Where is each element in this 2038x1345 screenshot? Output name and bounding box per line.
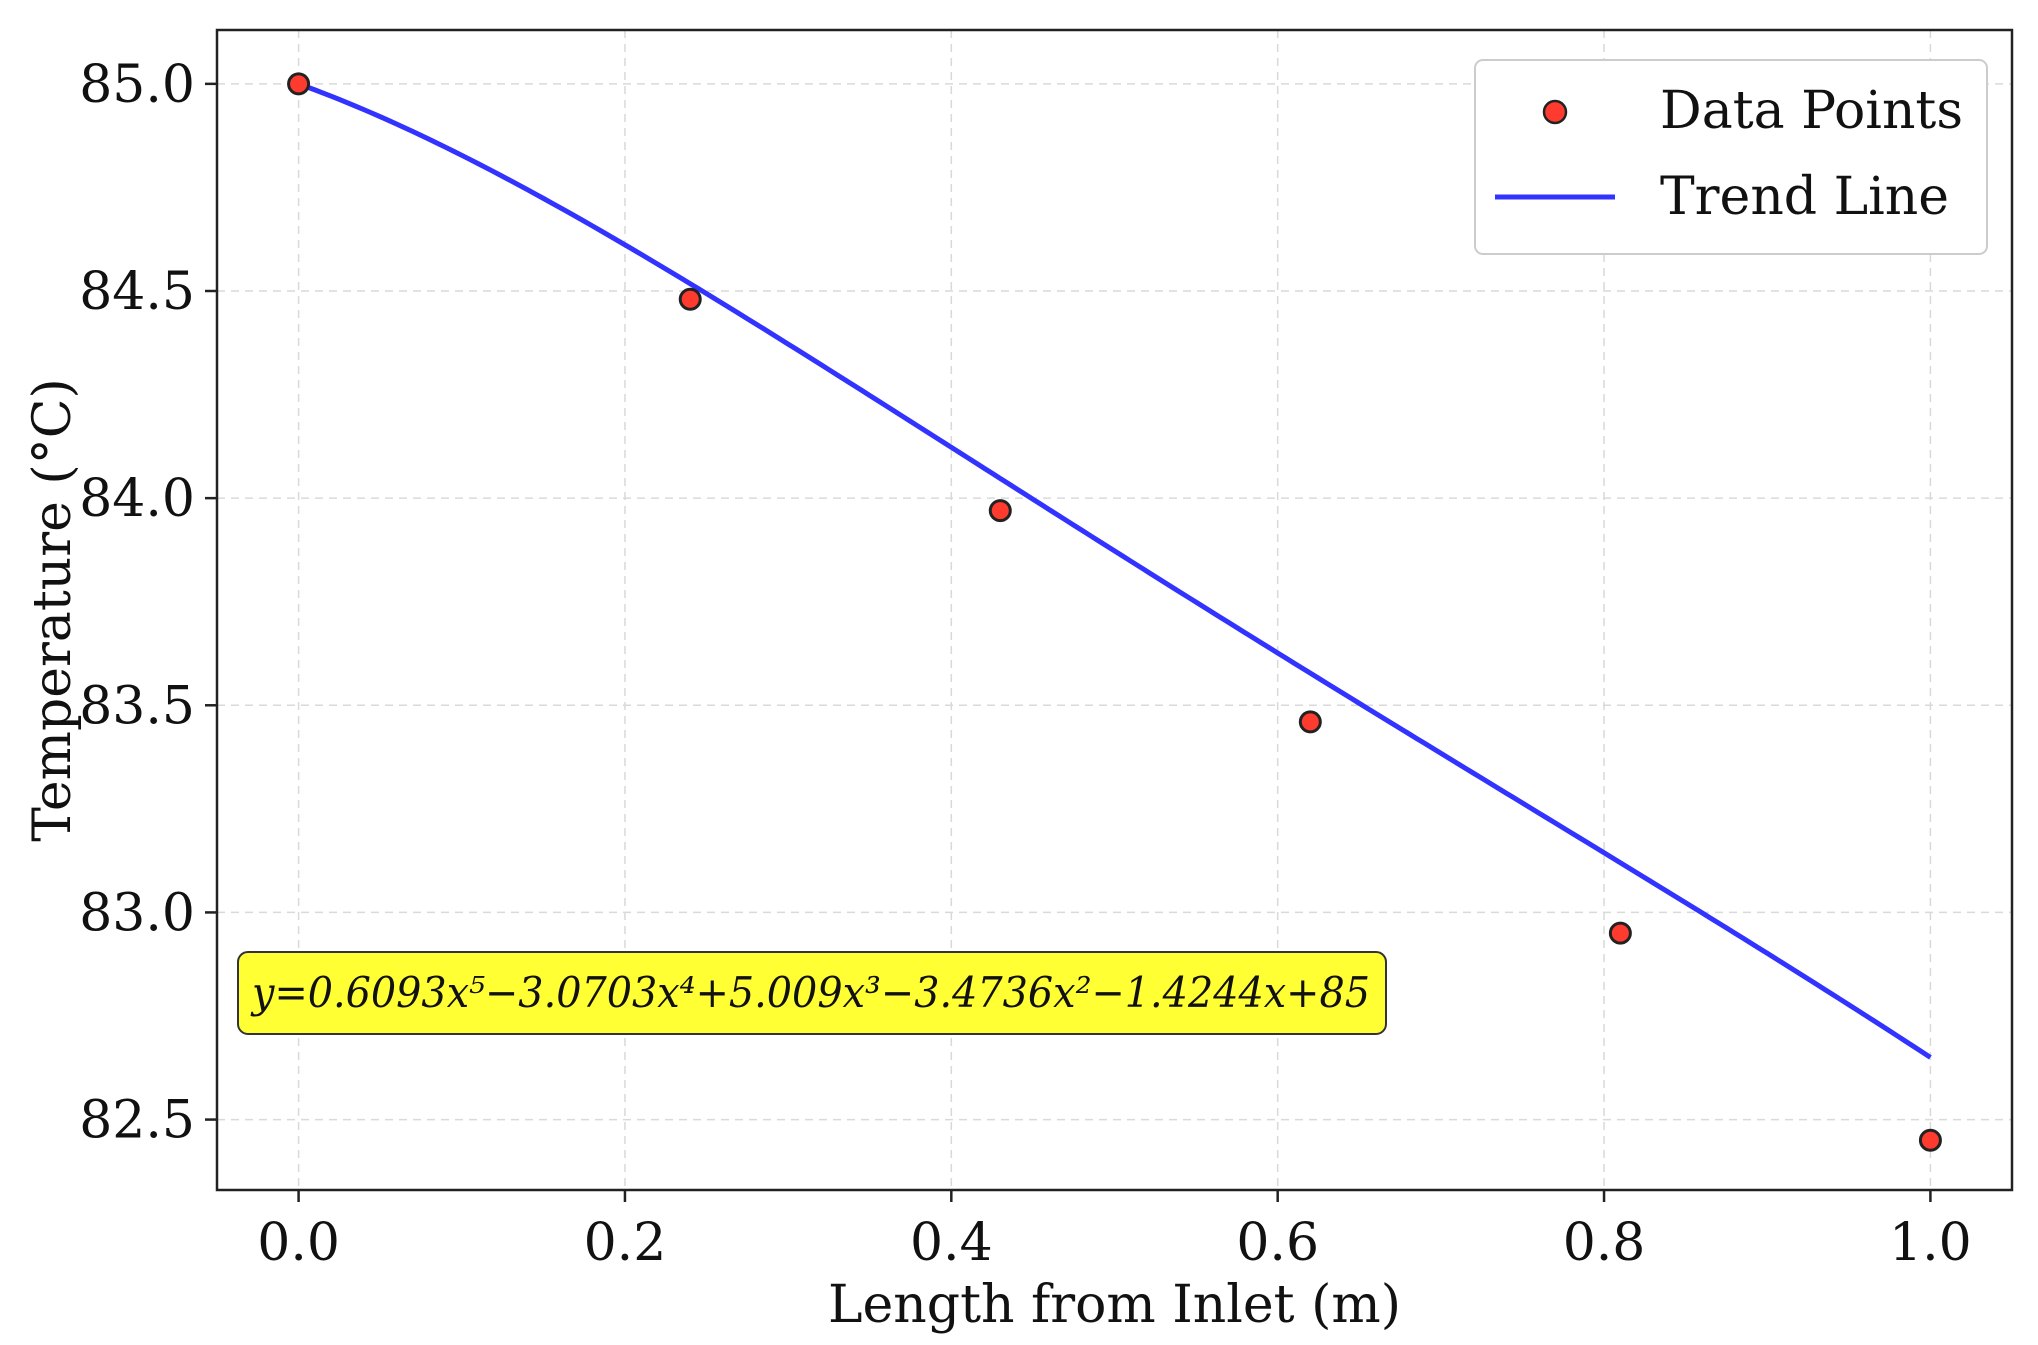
data-point bbox=[287, 72, 311, 96]
x-axis-label: Length from Inlet (m) bbox=[828, 1275, 1401, 1335]
trend-line bbox=[297, 81, 1932, 1060]
series-layer bbox=[287, 72, 1942, 1152]
y-tick-label: 84.5 bbox=[79, 262, 195, 322]
y-tick-label: 84.0 bbox=[79, 469, 195, 529]
ticks: 0.0 0.2 0.4 0.6 0.8 1.0 82.5 83.0 83.5 84.0 84.5 85… bbox=[79, 55, 1972, 1273]
legend-box bbox=[1474, 59, 1988, 255]
y-axis-label: Temperature (°C) bbox=[23, 378, 83, 842]
y-tick-label: 83.5 bbox=[79, 676, 195, 736]
x-tick-label: 0.4 bbox=[910, 1213, 993, 1273]
y-tick-label: 83.0 bbox=[79, 883, 195, 943]
y-tick-label: 85.0 bbox=[79, 55, 195, 115]
data-point bbox=[678, 287, 702, 311]
equation-box bbox=[237, 951, 1387, 1035]
x-tick-label: 1.0 bbox=[1889, 1213, 1972, 1273]
data-point bbox=[1298, 710, 1322, 734]
legend-label-data-points: Data Points bbox=[1660, 81, 1963, 141]
data-point bbox=[988, 499, 1012, 523]
legend-marker-data-points bbox=[1542, 99, 1568, 125]
equation-text: y=0.6093x⁵−3.0703x⁴+5.009x³−3.4736x²−1.4… bbox=[250, 968, 1370, 1017]
equation-annotation: y=0.6093x⁵−3.0703x⁴+5.009x³−3.4736x²−1.4… bbox=[237, 951, 1387, 1035]
y-tick-label: 82.5 bbox=[79, 1091, 195, 1151]
legend: Data Points Trend Line bbox=[1474, 59, 1988, 255]
data-point bbox=[1918, 1128, 1942, 1152]
x-tick-label: 0.2 bbox=[584, 1213, 667, 1273]
data-point bbox=[1608, 921, 1632, 945]
x-tick-label: 0.6 bbox=[1236, 1213, 1319, 1273]
x-tick-label: 0.8 bbox=[1563, 1213, 1646, 1273]
x-tick-label: 0.0 bbox=[257, 1213, 340, 1273]
plot-frame bbox=[215, 28, 2014, 1192]
legend-label-trend-line: Trend Line bbox=[1660, 167, 1949, 227]
